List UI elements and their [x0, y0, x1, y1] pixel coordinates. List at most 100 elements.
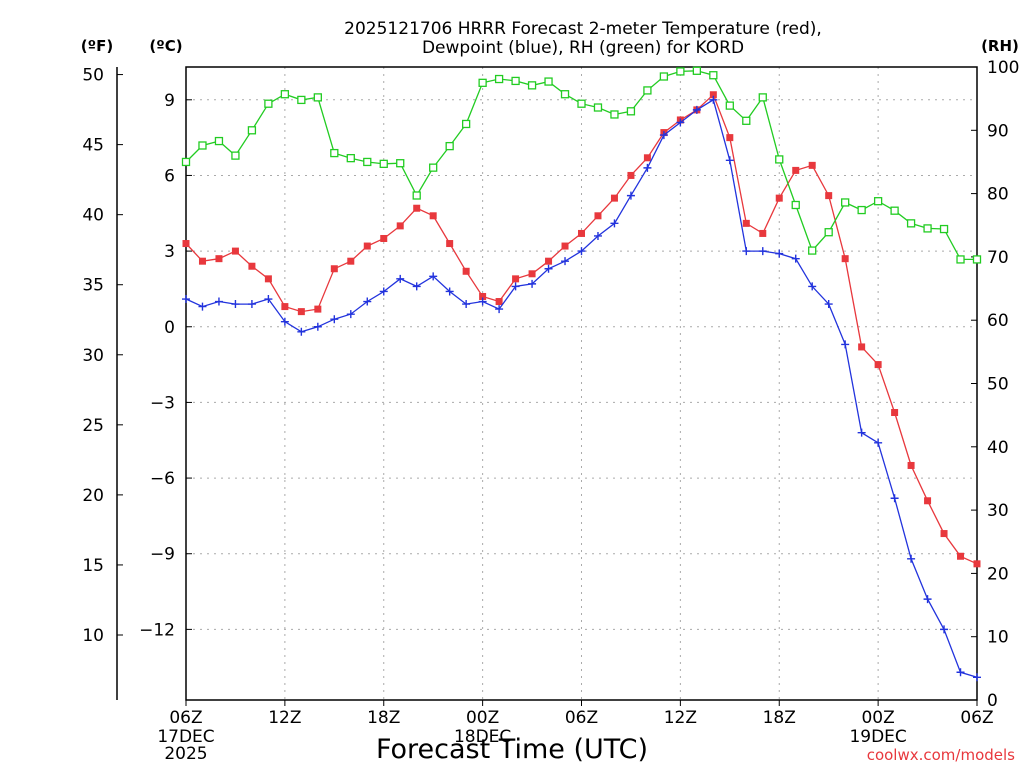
- rh-point: [379, 159, 388, 168]
- 2-meter-temperature-point: [726, 134, 734, 142]
- x-tick-date: 19DEC: [849, 727, 906, 747]
- fahrenheit-unit-label: (ºF): [81, 37, 113, 55]
- celsius-tick-label: −9: [150, 545, 175, 565]
- 2-meter-temperature-point: [825, 192, 833, 200]
- dewpoint-point: [198, 302, 207, 311]
- dewpoint-point: [247, 300, 256, 309]
- dewpoint-point: [890, 494, 899, 503]
- dewpoint-point: [313, 322, 322, 331]
- rh-point: [758, 93, 767, 102]
- 2-meter-temperature-point: [380, 234, 388, 242]
- 2-meter-temperature-point: [891, 409, 899, 417]
- rh-point: [593, 103, 603, 112]
- fahrenheit-tick-label: 30: [82, 346, 104, 366]
- x-tick-year: 2025: [164, 744, 207, 764]
- 2-meter-temperature-point: [709, 91, 717, 99]
- dewpoint-point: [824, 300, 833, 309]
- dewpoint-point: [659, 131, 668, 140]
- rh-point: [626, 107, 636, 116]
- rh-point: [544, 77, 553, 86]
- dewpoint-point: [907, 554, 916, 563]
- rh-point: [396, 159, 405, 168]
- rh-point: [445, 141, 454, 151]
- fahrenheit-tick-label: 50: [82, 66, 104, 86]
- grid-lines: [186, 67, 977, 700]
- rh-tick-label: 10: [987, 628, 1009, 648]
- rh-tick-label: 70: [987, 248, 1009, 268]
- rh-unit-label: (RH): [981, 37, 1019, 55]
- fahrenheit-tick-label: 35: [82, 276, 104, 296]
- rh-tick-label: 100: [987, 58, 1019, 78]
- 2-meter-temperature-point: [528, 270, 536, 278]
- 2-meter-temperature-point: [330, 265, 338, 273]
- 2-meter-temperature-point: [957, 552, 965, 560]
- rh-point: [824, 228, 833, 237]
- rh-point: [214, 136, 224, 146]
- dewpoint-point: [791, 254, 800, 263]
- rh-point: [890, 206, 899, 215]
- x-tick-label: 06Z: [565, 708, 598, 728]
- dewpoint-point: [528, 279, 537, 288]
- dewpoint-point: [593, 231, 602, 240]
- rh-point: [577, 99, 586, 108]
- celsius-tick-label: −6: [150, 469, 175, 489]
- x-tick-label: 06Z: [960, 708, 993, 728]
- dewpoint-point: [742, 247, 751, 256]
- dewpoint-point: [973, 673, 981, 682]
- rh-point: [527, 81, 537, 90]
- dewpoint-point: [478, 297, 487, 306]
- 2-meter-temperature-point: [907, 461, 915, 469]
- dewpoint-point: [643, 163, 652, 172]
- rh-tick-label: 20: [987, 564, 1009, 584]
- fahrenheit-tick-label: 20: [82, 486, 104, 506]
- 2-meter-temperature-point: [545, 257, 553, 265]
- dewpoint-point: [841, 340, 850, 349]
- credit-label: coolwx.com/models: [867, 746, 1015, 764]
- rh-point: [247, 126, 257, 135]
- rh-point: [643, 86, 652, 95]
- dewpoint-point: [182, 295, 190, 304]
- 2-meter-temperature-point: [231, 247, 239, 255]
- rh-point: [478, 78, 487, 87]
- celsius-tick-label: 3: [164, 242, 175, 262]
- dewpoint-point: [396, 274, 405, 283]
- 2-meter-temperature-point: [347, 257, 355, 265]
- dewpoint-point: [857, 428, 866, 437]
- fahrenheit-tick-label: 15: [82, 556, 104, 576]
- rh-point: [956, 255, 965, 264]
- dewpoint-point: [725, 156, 734, 165]
- dewpoint-point: [363, 297, 372, 306]
- rh-point: [857, 205, 866, 215]
- dewpoint-point: [692, 105, 701, 114]
- 2-meter-temperature-point: [429, 212, 437, 220]
- dewpoint-point: [379, 287, 388, 296]
- 2-meter-temperature-point: [215, 255, 223, 263]
- x-tick-label: 00Z: [861, 708, 894, 728]
- 2-meter-temperature-point: [281, 303, 289, 311]
- rh-point: [775, 155, 784, 164]
- rh-point: [280, 90, 290, 99]
- x-tick-label: 12Z: [664, 708, 697, 728]
- 2-meter-temperature-point: [297, 308, 305, 316]
- x-tick-label: 18Z: [367, 708, 400, 728]
- rh-tick-label: 0: [987, 691, 998, 711]
- rh-point: [791, 200, 800, 210]
- x-tick-label: 12Z: [268, 708, 301, 728]
- x-tick-label: 00Z: [466, 708, 499, 728]
- dewpoint-point: [544, 264, 553, 273]
- 2-meter-temperature-point: [512, 275, 520, 283]
- celsius-tick-label: 9: [164, 91, 175, 111]
- 2-meter-temperature-point: [561, 242, 569, 250]
- 2-meter-temperature-point: [446, 240, 454, 248]
- dewpoint-point: [511, 282, 520, 291]
- rh-point: [198, 141, 207, 150]
- 2-meter-temperature-point: [495, 298, 503, 306]
- dewpoint-point: [330, 315, 339, 324]
- chart-title-line-1: 2025121706 HRRR Forecast 2-meter Tempera…: [344, 19, 822, 39]
- 2-meter-temperature-point: [858, 343, 866, 351]
- rh-point: [676, 67, 685, 76]
- 2-meter-temperature-point: [792, 166, 800, 174]
- 2-meter-temperature-point: [413, 204, 421, 212]
- rh-point: [725, 101, 734, 110]
